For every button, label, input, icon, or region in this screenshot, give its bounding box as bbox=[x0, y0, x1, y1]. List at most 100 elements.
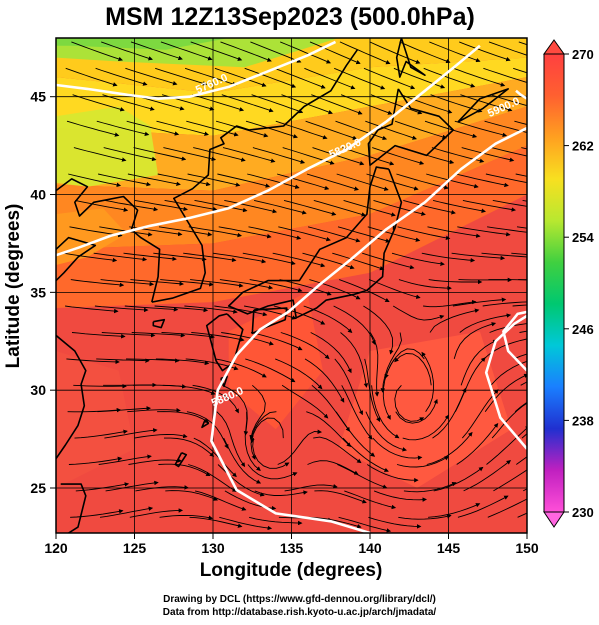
wind-streamline bbox=[250, 332, 303, 351]
wind-streamline bbox=[365, 120, 417, 140]
geopotential-contour bbox=[515, 89, 527, 100]
colorbar-tick-label: 246 bbox=[572, 322, 594, 337]
wind-streamline bbox=[343, 199, 396, 217]
wind-streamline bbox=[161, 332, 215, 339]
wind-streamline bbox=[483, 67, 527, 83]
wind-streamline bbox=[371, 385, 400, 439]
wind-streamline bbox=[68, 456, 123, 465]
wind-streamline bbox=[511, 252, 527, 255]
wind-streamline bbox=[65, 305, 119, 314]
wind-streamline bbox=[245, 120, 298, 139]
wind-streamline bbox=[280, 332, 330, 360]
wind-streamline bbox=[221, 94, 274, 113]
temperature-band bbox=[56, 106, 159, 187]
wind-streamline bbox=[277, 429, 322, 465]
wind-streamline bbox=[75, 482, 130, 492]
wind-streamline bbox=[94, 305, 149, 313]
wind-streamline bbox=[276, 173, 330, 191]
temperature-band bbox=[56, 145, 527, 308]
wind-streamline bbox=[183, 252, 237, 263]
wind-streamline bbox=[306, 411, 352, 448]
wind-streamline bbox=[459, 41, 511, 62]
wind-streamline bbox=[128, 458, 182, 465]
wind-streamline bbox=[368, 279, 421, 299]
y-tick-label: 35 bbox=[30, 284, 46, 300]
wind-streamline bbox=[252, 438, 290, 469]
colorbar-max-arrow bbox=[543, 39, 565, 55]
temperature-band bbox=[56, 38, 229, 50]
wind-streamline bbox=[154, 305, 209, 313]
wind-streamline bbox=[278, 226, 331, 242]
wind-streamline bbox=[459, 313, 512, 333]
wind-streamline bbox=[165, 490, 219, 501]
wind-streamline bbox=[515, 173, 527, 177]
wind-streamline bbox=[95, 67, 148, 86]
wind-streamline bbox=[104, 199, 159, 212]
x-axis-label: Longitude (degrees) bbox=[200, 560, 383, 581]
wind-streamline bbox=[433, 466, 484, 492]
wind-streamline bbox=[368, 516, 422, 529]
wind-streamline bbox=[249, 384, 266, 440]
x-tick-label: 145 bbox=[437, 540, 461, 556]
wind-streamline bbox=[217, 173, 271, 188]
wind-streamline bbox=[249, 279, 303, 293]
wind-streamline bbox=[247, 464, 298, 480]
x-tick-label: 135 bbox=[280, 540, 304, 556]
wind-streamline bbox=[164, 437, 215, 457]
wind-streamline bbox=[309, 41, 361, 65]
wind-streamline bbox=[283, 199, 337, 216]
wind-streamline bbox=[274, 67, 326, 89]
wind-streamline bbox=[308, 516, 362, 529]
wind-streamline bbox=[222, 147, 276, 163]
wind-streamline bbox=[190, 41, 243, 61]
wind-streamline bbox=[426, 431, 473, 465]
wind-streamline bbox=[101, 41, 153, 61]
wind-streamline bbox=[65, 67, 118, 87]
colorbar-tick-label: 254 bbox=[572, 230, 594, 245]
colorbar-tick-label: 230 bbox=[572, 505, 594, 520]
wind-streamline bbox=[279, 279, 332, 296]
wind-streamline bbox=[157, 173, 211, 187]
wind-streamline bbox=[461, 389, 499, 439]
geopotential-contour bbox=[56, 40, 337, 100]
wind-streamline bbox=[242, 252, 296, 266]
wind-streamline bbox=[71, 332, 126, 339]
wind-streamline bbox=[426, 173, 479, 189]
latitude-ticks: 25 30 35 40 45 bbox=[30, 89, 56, 496]
colorbar-tick-label: 270 bbox=[572, 47, 594, 62]
wind-streamline bbox=[338, 516, 392, 533]
wind-streamline bbox=[98, 454, 152, 465]
wind-streamline bbox=[304, 67, 356, 90]
y-tick-label: 45 bbox=[30, 89, 46, 105]
wind-streamline bbox=[313, 199, 367, 217]
coastline bbox=[56, 334, 87, 460]
wind-streamline bbox=[105, 480, 159, 492]
wind-streamline bbox=[219, 516, 273, 531]
wind-streamline bbox=[462, 199, 516, 212]
wind-streamline bbox=[194, 490, 247, 511]
colorbar-ticks: 270 262 254 246 238 230 bbox=[564, 47, 594, 520]
wind-streamline bbox=[391, 252, 445, 266]
wind-streamline bbox=[339, 41, 391, 65]
wind-streamline bbox=[248, 516, 303, 526]
wind-streamline bbox=[456, 422, 499, 465]
wind-streamline bbox=[394, 353, 432, 386]
wind-streamline bbox=[305, 120, 358, 140]
wind-streamline bbox=[454, 357, 486, 412]
wind-streamline bbox=[461, 147, 515, 162]
coastline bbox=[151, 49, 359, 303]
wind-streamline bbox=[344, 490, 397, 510]
x-tick-label: 140 bbox=[358, 540, 382, 556]
wind-streamline bbox=[215, 358, 267, 378]
wind-streamline bbox=[514, 401, 527, 413]
wind-streamline bbox=[251, 94, 304, 114]
wind-streamline bbox=[159, 514, 214, 520]
wind-streamline bbox=[63, 252, 118, 263]
wind-streamline bbox=[428, 503, 481, 518]
wind-streamline bbox=[275, 120, 328, 140]
credit-data: Data from http://database.rish.kyoto-u.a… bbox=[162, 607, 437, 618]
wind-streamline bbox=[396, 173, 449, 190]
wind-streamline bbox=[187, 173, 241, 187]
wind-streamline bbox=[212, 252, 267, 264]
wind-streamline bbox=[335, 120, 388, 141]
